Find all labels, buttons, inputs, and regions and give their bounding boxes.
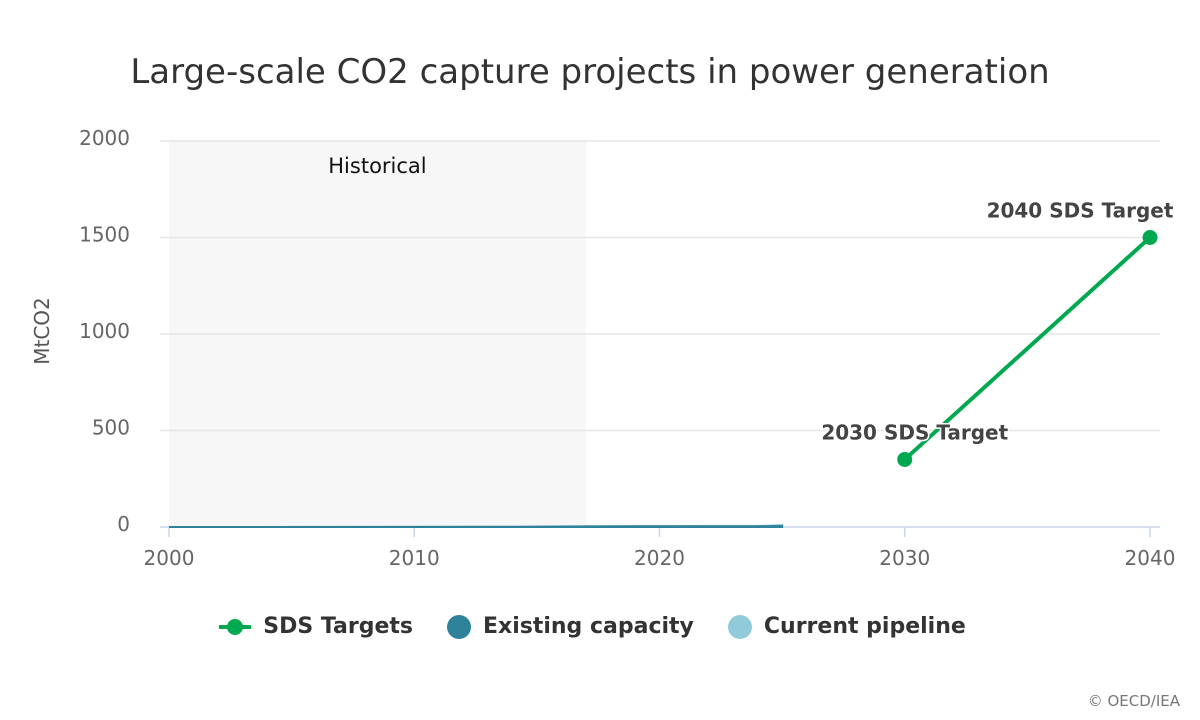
data-label: 2030 SDS Target (821, 420, 1008, 444)
sds-target-point (1142, 230, 1158, 245)
x-tick-label: 2000 (144, 546, 195, 570)
x-axis-ticks: 2000 2010 2020 2030 2040 (144, 527, 1176, 570)
x-tick-label: 2020 (634, 546, 685, 570)
circle-icon (727, 614, 752, 639)
y-tick-label: 0 (117, 512, 130, 536)
x-tick-label: 2010 (389, 546, 440, 570)
line-marker-icon (219, 616, 252, 638)
legend-label: Existing capacity (482, 614, 694, 639)
sds-target-line (903, 236, 1152, 461)
legend-label: SDS Targets (263, 614, 413, 639)
data-label: 2040 SDS Target (987, 199, 1174, 223)
chart-title: Large-scale CO2 capture projects in powe… (130, 52, 1050, 92)
area-existing-capacity (168, 525, 784, 528)
legend-item-sds-targets[interactable]: SDS Targets (219, 614, 413, 639)
legend-label: Current pipeline (763, 614, 966, 639)
series-layer: 2030 SDS Target 2040 SDS Target (168, 197, 1175, 528)
x-tick-label: 2040 (1125, 546, 1176, 570)
circle-icon (446, 614, 471, 639)
y-axis-ticks: 0 500 1000 1500 2000 (79, 126, 130, 536)
legend-item-existing-capacity[interactable]: Existing capacity (446, 614, 694, 639)
y-axis-label: MtCO2 (30, 297, 54, 365)
legend-item-current-pipeline[interactable]: Current pipeline (727, 614, 966, 639)
y-tick-label: 1500 (79, 223, 130, 247)
y-tick-label: 500 (92, 416, 130, 440)
credit-text: © OECD/IEA (1087, 692, 1180, 710)
legend: SDS Targets Existing capacity Current pi… (0, 614, 1185, 639)
y-tick-label: 1000 (79, 319, 130, 343)
historical-band-label: Historical (328, 154, 426, 178)
x-tick-label: 2030 (879, 546, 930, 570)
y-tick-label: 2000 (79, 126, 130, 150)
sds-target-point (897, 451, 913, 467)
